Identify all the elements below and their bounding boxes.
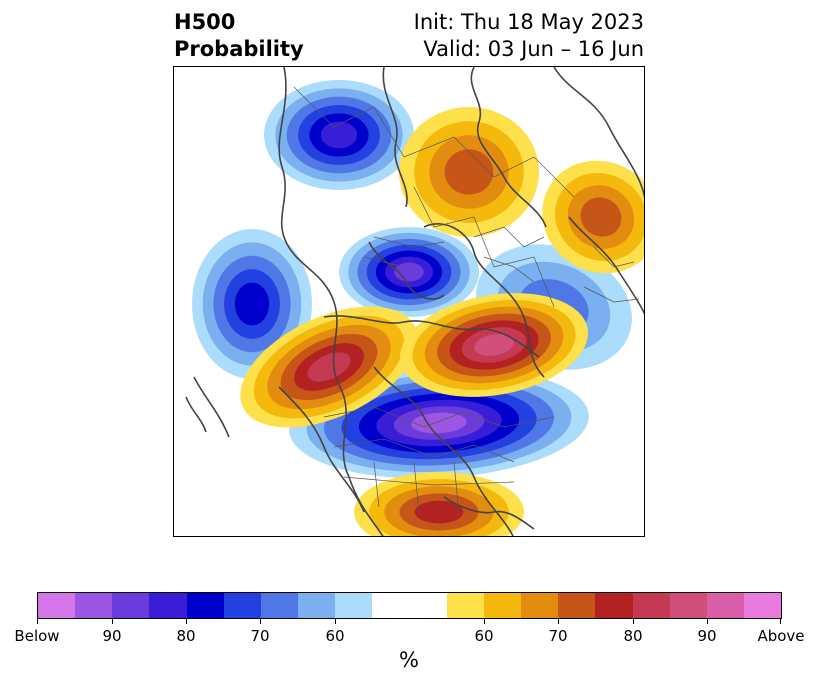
colorbar-segment: [372, 593, 410, 618]
colorbar-segment: [409, 593, 447, 618]
colorbar-segment: [186, 593, 224, 618]
colorbar-tick-mark: [558, 619, 559, 624]
colorbar-segment: [260, 593, 299, 618]
anomaly-contour-above: [307, 352, 351, 382]
colorbar-units: %: [399, 648, 419, 672]
colorbar-segment: [149, 593, 187, 618]
colorbar-tick-label: 60: [474, 627, 494, 645]
title-variable: H500: [174, 10, 236, 34]
anomaly-contour-above: [474, 334, 514, 356]
colorbar-segment: [335, 593, 373, 618]
title-product: Probability: [174, 37, 304, 61]
colorbar-segment: [706, 593, 744, 618]
colorbar: [37, 592, 782, 619]
colorbar-segment: [75, 593, 113, 618]
colorbar-tick-mark: [484, 619, 485, 624]
colorbar-tick-label: Below: [14, 627, 60, 645]
colorbar-segment: [669, 593, 707, 618]
colorbar-tick-label: 80: [623, 627, 643, 645]
colorbar-tick-label: 90: [697, 627, 717, 645]
title-valid-range: Valid: 03 Jun – 16 Jun: [423, 37, 644, 61]
colorbar-tick-mark: [707, 619, 708, 624]
title-init-date: Init: Thu 18 May 2023: [413, 10, 644, 34]
colorbar-tick-mark: [780, 619, 781, 624]
colorbar-tick-label: 60: [325, 627, 345, 645]
anomaly-contours: [192, 80, 644, 536]
colorbar-segment: [223, 593, 261, 618]
colorbar-segment: [521, 593, 559, 618]
colorbar-tick-mark: [633, 619, 634, 624]
colorbar-segment: [632, 593, 670, 618]
probability-map: [185, 67, 644, 536]
colorbar-segment: [595, 593, 633, 618]
colorbar-tick-mark: [260, 619, 261, 624]
anomaly-contour-above: [414, 500, 464, 524]
colorbar-segment: [112, 593, 150, 618]
colorbar-tick-mark: [335, 619, 336, 624]
colorbar-segment: [38, 593, 76, 618]
map-panel: [173, 66, 645, 537]
anomaly-contour-below: [234, 282, 270, 326]
colorbar-tick-label: 80: [176, 627, 196, 645]
colorbar-tick-mark: [37, 619, 38, 624]
colorbar-segment: [446, 593, 484, 618]
anomaly-contour-below: [320, 121, 358, 149]
colorbar-tick-label: 90: [102, 627, 122, 645]
anomaly-contour-above: [444, 149, 494, 195]
colorbar-tick-mark: [112, 619, 113, 624]
colorbar-segment: [558, 593, 596, 618]
colorbar-tick-mark: [186, 619, 187, 624]
colorbar-segment: [743, 593, 782, 618]
colorbar-segment: [483, 593, 522, 618]
colorbar-tick-label: 70: [250, 627, 270, 645]
colorbar-tick-label: Above: [757, 627, 805, 645]
borders: [293, 86, 640, 516]
anomaly-contour-above: [580, 197, 622, 237]
colorbar-segment: [298, 593, 336, 618]
colorbar-tick-label: 70: [548, 627, 568, 645]
